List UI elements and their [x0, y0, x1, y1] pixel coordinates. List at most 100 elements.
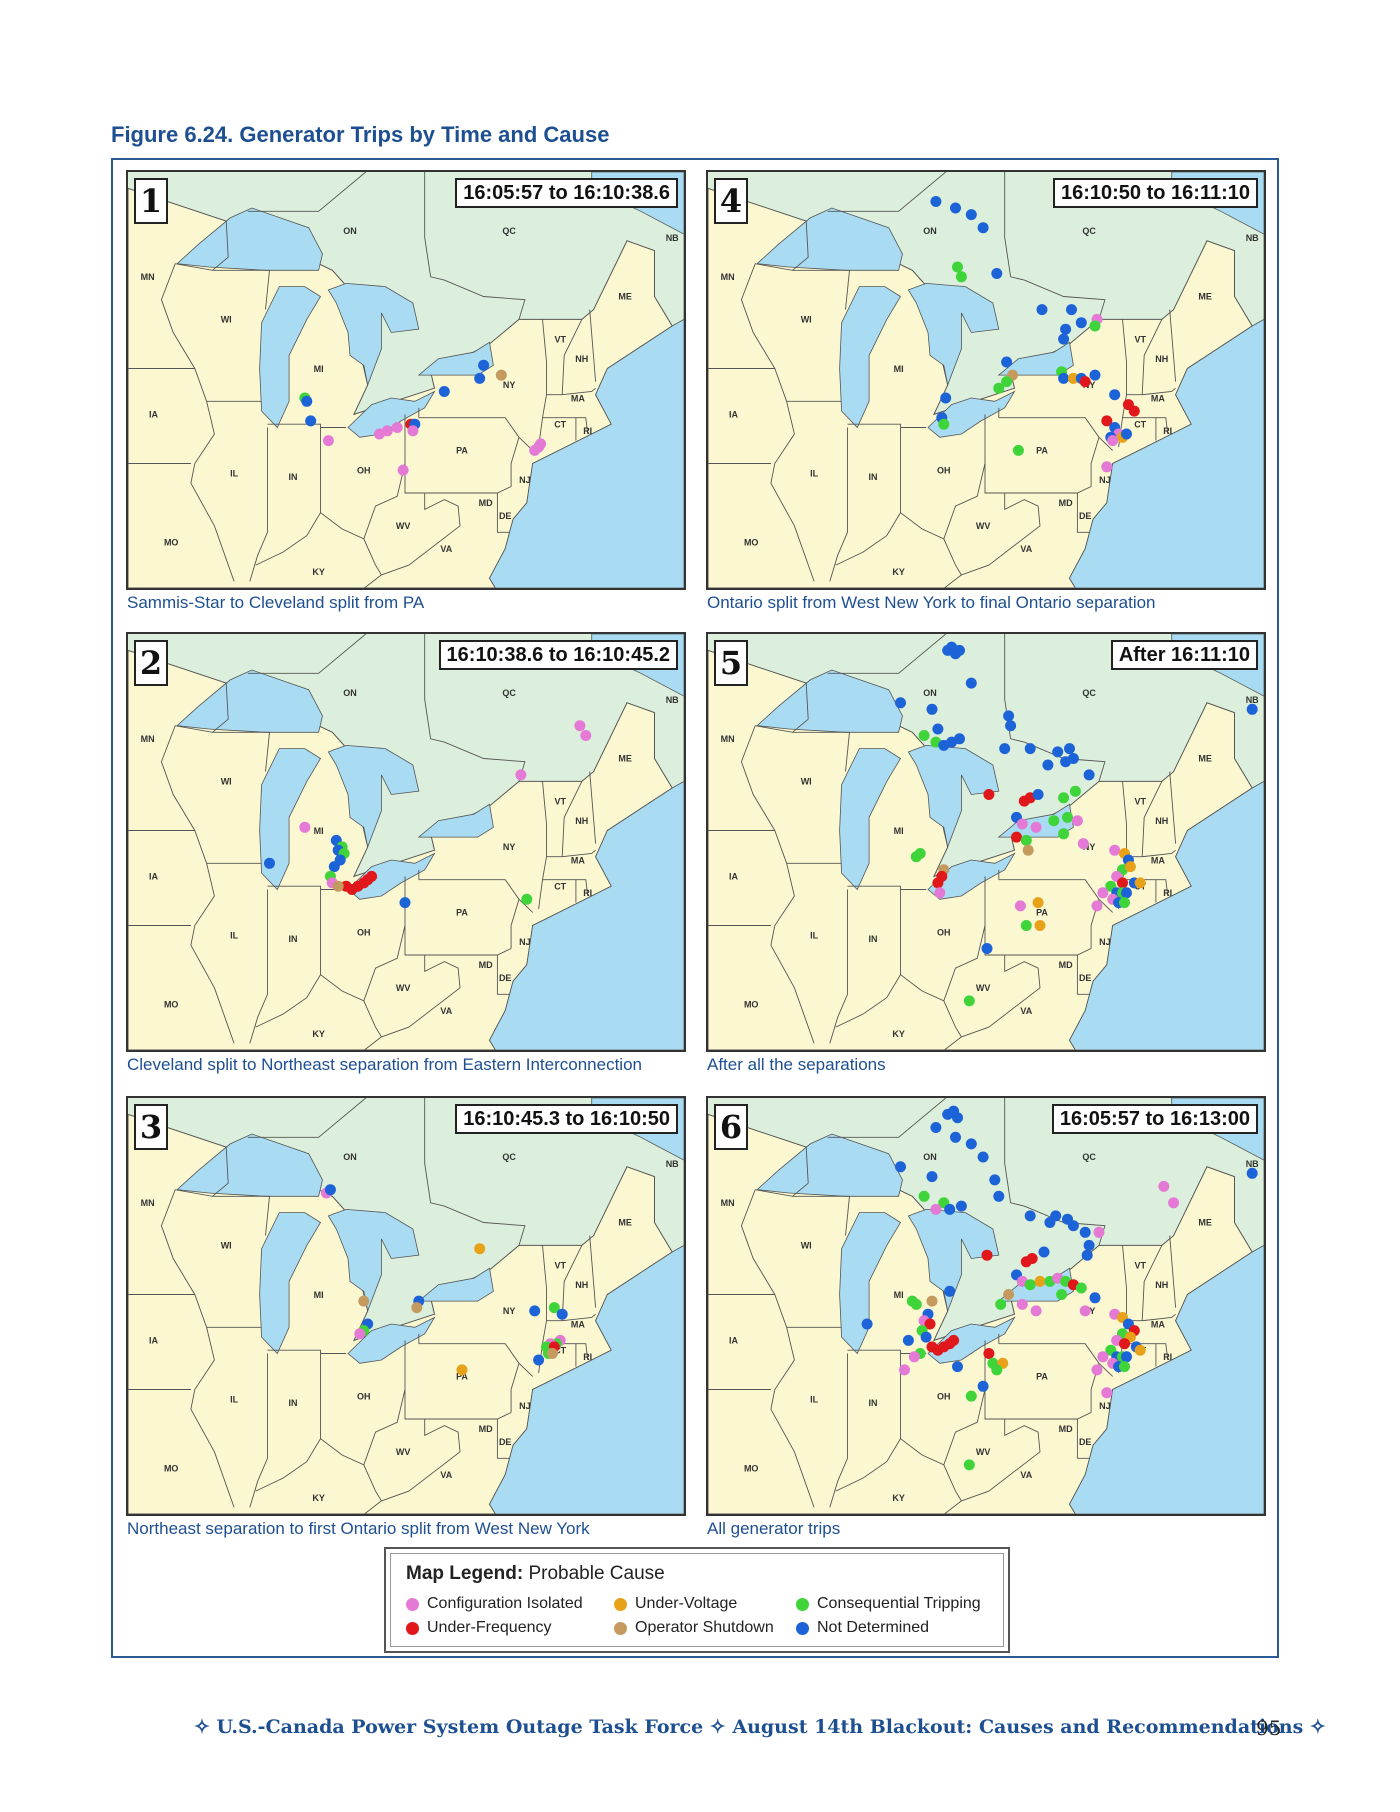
state-label: NJ [1099, 1401, 1111, 1411]
trip-marker-undetermined [950, 202, 961, 214]
border-line-19 [589, 771, 597, 844]
state-label: NY [503, 842, 516, 852]
legend-swatch [614, 1621, 627, 1635]
trip-marker-consequential [965, 1390, 977, 1402]
trip-marker-config [1109, 844, 1121, 856]
trip-marker-undetermined [1003, 710, 1015, 722]
state-label: MD [1059, 960, 1073, 970]
state-label: QC [502, 226, 516, 236]
trip-marker-undetermined [950, 1131, 961, 1143]
legend-item-freq: Under-Frequency [406, 1619, 552, 1637]
trip-marker-undetermined [324, 1184, 336, 1196]
border-line-6 [847, 423, 901, 513]
trip-marker-freq [1119, 1338, 1130, 1350]
trip-marker-consequential [1001, 376, 1013, 388]
legend-label: Under-Voltage [635, 1595, 738, 1612]
great-lake-3 [927, 390, 1016, 438]
border-line-23 [424, 634, 526, 782]
border-line-23 [1004, 172, 1106, 320]
trip-marker-undetermined [1121, 1351, 1132, 1363]
state-label: CT [554, 882, 566, 892]
trip-marker-consequential [918, 1190, 930, 1202]
state-label: VA [1020, 1006, 1032, 1016]
great-lake-1 [259, 286, 322, 429]
panel-caption-1: Sammis-Star to Cleveland split from PA [127, 593, 425, 612]
border-line-19 [1169, 309, 1177, 382]
trip-marker-volt [1124, 861, 1136, 873]
trip-marker-config [299, 821, 311, 833]
trip-marker-undetermined [940, 392, 952, 404]
trip-marker-config [1158, 1180, 1170, 1192]
trip-marker-undetermined [965, 677, 977, 689]
state-label: MN [721, 1198, 735, 1208]
trip-marker-config [407, 425, 419, 437]
trip-marker-volt [456, 1364, 468, 1376]
map-5: ONQCNBMEMNWIMINYVTNHMACTRIPANJIAILINOHMD… [708, 634, 1264, 1050]
trip-marker-config [381, 425, 393, 437]
great-lake-2 [327, 744, 420, 849]
trip-marker-consequential [1020, 920, 1032, 931]
trip-marker-consequential [1075, 1282, 1087, 1294]
border-line-22 [247, 172, 367, 212]
state-label: WV [396, 521, 411, 531]
state-label: OH [937, 465, 951, 475]
trip-marker-config [397, 464, 409, 476]
state-label: MI [314, 364, 324, 374]
border-line-9 [363, 463, 406, 540]
map-panel-1: ON QC NB ME MN WI MI NY VT NH MA CT RI PA NJ IA IL IN OH MD… [126, 170, 686, 590]
legend-title: Map Legend: Probable Cause [406, 1563, 665, 1584]
trip-marker-undetermined [932, 723, 944, 735]
panel-time-range: 16:10:50 to 16:11:10 [1052, 178, 1258, 208]
trip-marker-volt [1067, 372, 1079, 384]
trip-marker-consequential [1056, 1289, 1068, 1300]
state-label: ME [618, 292, 632, 302]
state-label: IN [289, 934, 298, 944]
trip-marker-undetermined [1121, 887, 1132, 899]
figure-title: Figure 6.24. Generator Trips by Time and… [111, 122, 610, 147]
border-line-23 [1004, 1098, 1106, 1246]
legend-item-undetermined: Not Determined [796, 1619, 929, 1637]
panel-time-range: 16:05:57 to 16:10:38.6 [455, 178, 678, 208]
state-label: NB [666, 233, 679, 243]
trip-marker-volt [1034, 920, 1046, 931]
great-lake-1 [839, 286, 902, 429]
trip-marker-undetermined [1052, 746, 1064, 758]
trip-marker-shutdown [411, 1302, 423, 1314]
state-label: IN [869, 934, 878, 944]
border-line-12 [1076, 955, 1090, 995]
state-label: MI [894, 364, 904, 374]
border-line-13 [998, 1343, 1114, 1377]
state-label: MA [571, 855, 585, 865]
trip-marker-undetermined [305, 415, 317, 427]
legend-swatch [796, 1621, 809, 1635]
legend-item-volt: Under-Voltage [614, 1595, 737, 1613]
state-label: NH [1155, 354, 1168, 364]
border-line-20 [542, 879, 589, 897]
border-line-17 [1126, 849, 1176, 858]
trip-marker-consequential [521, 893, 533, 905]
border-line-12 [496, 1419, 510, 1459]
state-label: ON [343, 1152, 357, 1162]
border-line-4 [792, 269, 850, 310]
state-label: VT [554, 796, 566, 806]
trip-marker-freq [983, 789, 995, 800]
great-lake-2 [327, 282, 420, 387]
trip-marker-config [322, 435, 334, 447]
panel-number: 3 [134, 1104, 168, 1150]
border-line-5 [829, 889, 848, 1044]
trip-marker-shutdown [926, 1295, 938, 1307]
border-line-9 [363, 1389, 406, 1466]
trip-marker-undetermined [1067, 1220, 1079, 1232]
border-line-12 [496, 955, 510, 995]
border-line-23 [424, 172, 526, 320]
border-line-23 [424, 1098, 526, 1246]
trip-marker-shutdown [546, 1348, 558, 1359]
state-label: MO [744, 1463, 759, 1473]
legend-label: Operator Shutdown [635, 1619, 774, 1636]
trip-marker-undetermined [438, 386, 450, 397]
border-line-22 [827, 172, 947, 212]
state-label: NJ [519, 475, 531, 485]
border-line-5 [829, 427, 848, 582]
border-line-8 [255, 1438, 382, 1514]
state-label: IL [230, 931, 239, 941]
